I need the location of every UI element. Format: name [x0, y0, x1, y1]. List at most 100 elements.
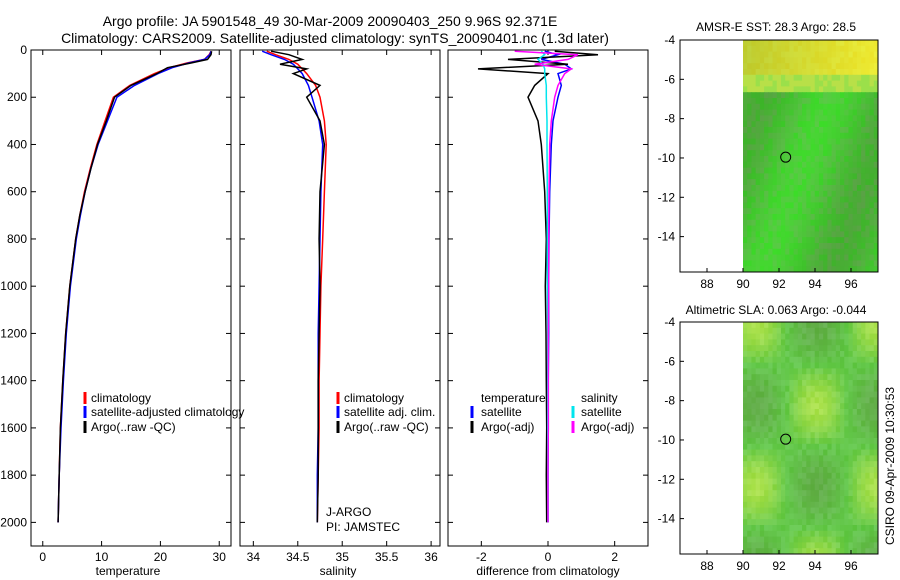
- annotation-program: J-ARGO: [326, 505, 371, 519]
- map-cell: [873, 548, 878, 554]
- map-cell: [802, 74, 807, 82]
- map-cell: [848, 461, 854, 468]
- map-cell: [818, 243, 824, 250]
- map-cell: [780, 426, 786, 433]
- map-cell: [814, 484, 820, 491]
- map-cell: [797, 507, 803, 514]
- y-tick-label: 0: [20, 43, 27, 57]
- map-cell: [789, 121, 795, 128]
- map-cell: [844, 391, 850, 398]
- map-cell: [776, 150, 782, 157]
- map-cell: [797, 513, 803, 520]
- map-cell: [861, 449, 866, 456]
- map-cell: [835, 385, 841, 393]
- map-cell: [852, 103, 858, 111]
- map-cell: [827, 536, 833, 543]
- map-cell: [848, 121, 854, 128]
- map-cell: [797, 432, 803, 439]
- map-cell: [785, 385, 791, 393]
- map-cell: [852, 426, 858, 433]
- map-cell: [818, 322, 824, 329]
- map-cell: [844, 173, 850, 180]
- sst-profile-location-marker: [780, 151, 792, 163]
- map-cell: [873, 214, 878, 221]
- map-cell: [793, 86, 799, 93]
- map-cell: [768, 507, 774, 514]
- map-cell: [827, 167, 833, 174]
- map-cell: [856, 403, 862, 410]
- map-cell: [818, 542, 824, 549]
- map-cell: [818, 333, 824, 340]
- map-cell: [743, 490, 748, 497]
- map-cell: [861, 519, 866, 526]
- map-cell: [759, 156, 765, 163]
- map-cell: [768, 57, 774, 64]
- map-cell: [751, 525, 757, 532]
- map-cell: [768, 374, 774, 381]
- map-cell: [785, 484, 791, 491]
- map-cell: [835, 156, 841, 163]
- map-cell: [827, 208, 833, 215]
- map-cell: [785, 449, 791, 456]
- x-tick-label: 88: [700, 277, 714, 291]
- map-cell: [869, 409, 875, 416]
- map-cell: [802, 391, 807, 398]
- map-cell: [802, 356, 807, 364]
- map-cell: [856, 150, 862, 157]
- map-cell: [810, 449, 816, 456]
- map-cell: [818, 525, 824, 532]
- map-cell: [759, 403, 765, 410]
- map-cell: [835, 185, 841, 192]
- map-cell: [793, 403, 799, 410]
- map-cell: [789, 368, 795, 375]
- map-cell: [755, 356, 761, 364]
- map-cell: [802, 138, 807, 145]
- map-cell: [865, 190, 871, 198]
- map-cell: [806, 525, 812, 532]
- map-cell: [785, 231, 791, 238]
- map-cell: [823, 322, 828, 329]
- map-cell: [831, 461, 837, 468]
- map-cell: [789, 161, 795, 169]
- map-cell: [797, 548, 803, 554]
- map-cell: [844, 51, 850, 58]
- map-cell: [772, 449, 778, 456]
- map-cell: [869, 345, 875, 352]
- map-cell: [755, 409, 761, 416]
- map-cell: [772, 115, 778, 122]
- map-cell: [835, 150, 841, 157]
- map-cell: [785, 92, 791, 99]
- map-cell: [789, 339, 795, 346]
- map-cell: [831, 484, 837, 491]
- map-cell: [776, 507, 782, 514]
- map-cell: [861, 254, 866, 261]
- map-cell: [793, 74, 799, 82]
- map-cell: [823, 115, 828, 122]
- map-cell: [831, 513, 837, 520]
- y-tick-label: -6: [664, 354, 675, 368]
- map-cell: [747, 208, 753, 215]
- map-cell: [759, 455, 765, 462]
- map-cell: [873, 45, 878, 53]
- map-cell: [793, 443, 799, 451]
- map-cell: [814, 333, 820, 340]
- map-cell: [806, 322, 812, 329]
- map-cell: [747, 548, 753, 554]
- map-cell: [869, 231, 875, 238]
- y-tick-label: 1800: [0, 468, 27, 482]
- map-cell: [840, 138, 845, 145]
- map-cell: [751, 403, 757, 410]
- sla-map-title: Altimetric SLA: 0.063 Argo: -0.044: [686, 303, 867, 317]
- map-cell: [818, 380, 824, 387]
- map-cell: [827, 455, 833, 462]
- map-cell: [852, 74, 858, 82]
- map-cell: [869, 202, 875, 209]
- map-cell: [789, 414, 795, 422]
- map-cell: [797, 525, 803, 532]
- map-cell: [751, 333, 757, 340]
- map-cell: [814, 63, 820, 70]
- map-cell: [873, 225, 878, 232]
- map-cell: [827, 156, 833, 163]
- map-cell: [869, 496, 875, 503]
- map-cell: [743, 266, 748, 272]
